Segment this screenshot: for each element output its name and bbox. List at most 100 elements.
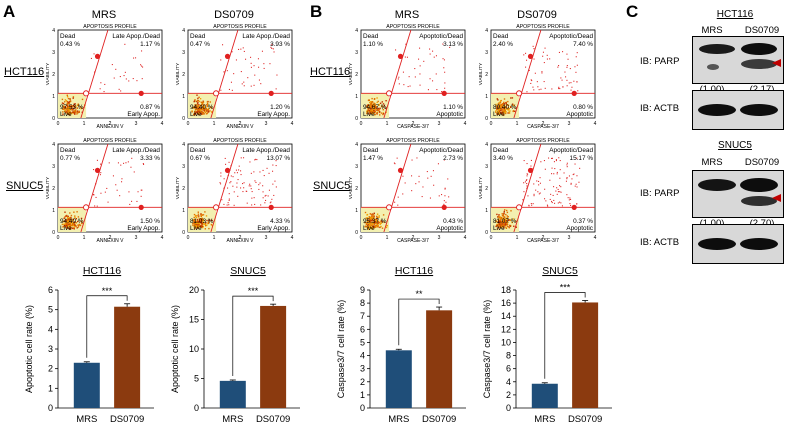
y-tick-label: 5 [360, 337, 365, 347]
bar-mrs [531, 383, 558, 408]
axis-tick-label: 0 [182, 116, 185, 122]
x-tick-label: DS0709 [256, 414, 290, 425]
quadrant-value: 94.40 % [190, 104, 214, 111]
axis-tick-label: 0 [490, 121, 493, 127]
flow-plot: 0 1 2 3 4 0 1 2 3 4 APOPTOSIS PROFILE VIABILITY CASP… [348, 24, 467, 130]
gate-handle-marker [138, 204, 144, 210]
gate-handle-marker [138, 90, 144, 96]
wb-col-ds0709: DS0709 [744, 25, 780, 36]
y-tick-label: 0 [194, 403, 199, 413]
x-axis-label: CASPASE-3/7 [527, 238, 559, 244]
gate-line-diagonal [513, 143, 542, 233]
col-header-mrs: MRS [91, 9, 117, 21]
axis-tick-label: 0 [485, 230, 488, 236]
y-axis-label: VIABILITY [348, 62, 354, 85]
axis-tick-label: 3 [438, 121, 441, 127]
quadrant-label: Dead [190, 33, 206, 40]
event-dots [364, 157, 450, 230]
axis-tick-label: 4 [182, 142, 185, 148]
axis-tick-label: 0 [52, 116, 55, 122]
event-dots [366, 43, 451, 116]
row-label-snuc5: SNUC5 [313, 180, 351, 192]
axis-tick-label: 4 [291, 235, 294, 241]
y-axis-label: Caspase3/7 cell rate (%) [482, 300, 492, 399]
axis-tick-label: 2 [542, 121, 545, 127]
gate-line-diagonal [80, 143, 109, 233]
y-tick-label: 0 [48, 403, 53, 413]
axis-tick-label: 4 [594, 235, 597, 241]
bar-chart: SNUC5 0 2 4 6 8 10 12 14 16 18 Caspase3/7 cell rate… [482, 265, 612, 425]
x-axis-label: ANNEXIN V [97, 238, 125, 244]
gate-handle-marker [441, 204, 447, 210]
y-axis-label: Apoptotic cell rate (%) [170, 305, 180, 393]
quadrant-label: Dead [493, 33, 509, 40]
gate-handle-marker [397, 53, 404, 59]
quadrant-value: 13.07 % [267, 155, 291, 162]
x-tick-label: DS0709 [110, 414, 144, 425]
gate-handle-marker [94, 167, 101, 173]
gate-handle-marker [571, 90, 577, 96]
x-axis-label: ANNEXIN V [227, 124, 255, 130]
y-tick-label: 5 [194, 374, 199, 384]
axis-tick-label: 2 [52, 72, 55, 78]
gate-handle-marker [441, 90, 447, 96]
quadrant-value: 0.43 % [443, 218, 463, 225]
axis-tick-label: 3 [568, 121, 571, 127]
event-dots [495, 45, 579, 116]
quadrant-value: 0.37 % [573, 218, 593, 225]
bar-chart: SNUC5 0 5 10 15 20 Apoptotic cell rate (%) MRS D… [170, 265, 300, 425]
axis-tick-label: 0 [490, 235, 493, 241]
y-tick-label: 14 [501, 311, 511, 321]
gate-line-diagonal [210, 143, 239, 233]
gate-handle-marker [224, 53, 231, 59]
y-axis-label: VIABILITY [175, 62, 181, 85]
cleaved-parp-arrow-icon [772, 194, 781, 202]
axis-tick-label: 1 [83, 235, 86, 241]
quadrant-label: Live [60, 225, 72, 232]
axis-tick-label: 2 [412, 121, 415, 127]
y-tick-label: 18 [501, 285, 511, 295]
axis-tick-label: 2 [412, 235, 415, 241]
plot-title: APOPTOSIS PROFILE [213, 138, 267, 144]
y-tick-label: 4 [48, 324, 53, 334]
y-tick-label: 0 [506, 403, 511, 413]
axis-tick-label: 3 [438, 235, 441, 241]
blot-bands [698, 178, 778, 206]
y-axis-label: VIABILITY [175, 176, 181, 199]
x-tick-label: MRS [222, 414, 243, 425]
wb-col-mrs: MRS [701, 25, 723, 36]
quadrant-value: 81.07 % [493, 218, 517, 225]
axis-tick-label: 4 [161, 121, 164, 127]
chart-title: HCT116 [83, 265, 121, 277]
axis-tick-label: 3 [52, 164, 55, 170]
quadrant-value: 1.10 % [363, 41, 383, 48]
y-tick-label: 0 [360, 403, 365, 413]
blot-bands [698, 238, 778, 250]
bar-mrs [73, 362, 100, 408]
axis-tick-label: 4 [355, 142, 358, 148]
axis-tick-label: 1 [485, 208, 488, 214]
axis-tick-label: 1 [485, 94, 488, 100]
axis-tick-label: 3 [52, 50, 55, 56]
quadrant-label: Apoptotic [436, 225, 463, 232]
axis-tick-label: 4 [52, 142, 55, 148]
y-axis-label: VIABILITY [478, 176, 484, 199]
quadrant-label: Live [363, 225, 375, 232]
bar-ds0709 [114, 306, 141, 408]
quadrant-value: 0.80 % [573, 104, 593, 111]
quadrant-value: 3.40 % [493, 155, 513, 162]
gate-center-marker [386, 90, 393, 97]
bar-mrs [385, 350, 412, 408]
axis-tick-label: 1 [213, 121, 216, 127]
axis-tick-label: 3 [135, 121, 138, 127]
plot-title: APOPTOSIS PROFILE [83, 24, 137, 30]
significance-bracket [232, 295, 274, 376]
axis-tick-label: 4 [464, 121, 467, 127]
x-axis-label: CASPASE-3/7 [397, 124, 429, 130]
quadrant-label: Apoptotic/Dead [549, 147, 593, 154]
quadrant-label: Dead [363, 147, 379, 154]
quadrant-label: Live [363, 111, 375, 118]
quadrant-label: Apoptotic [566, 111, 593, 118]
axis-tick-label: 0 [485, 116, 488, 122]
significance-label: ** [415, 289, 423, 299]
